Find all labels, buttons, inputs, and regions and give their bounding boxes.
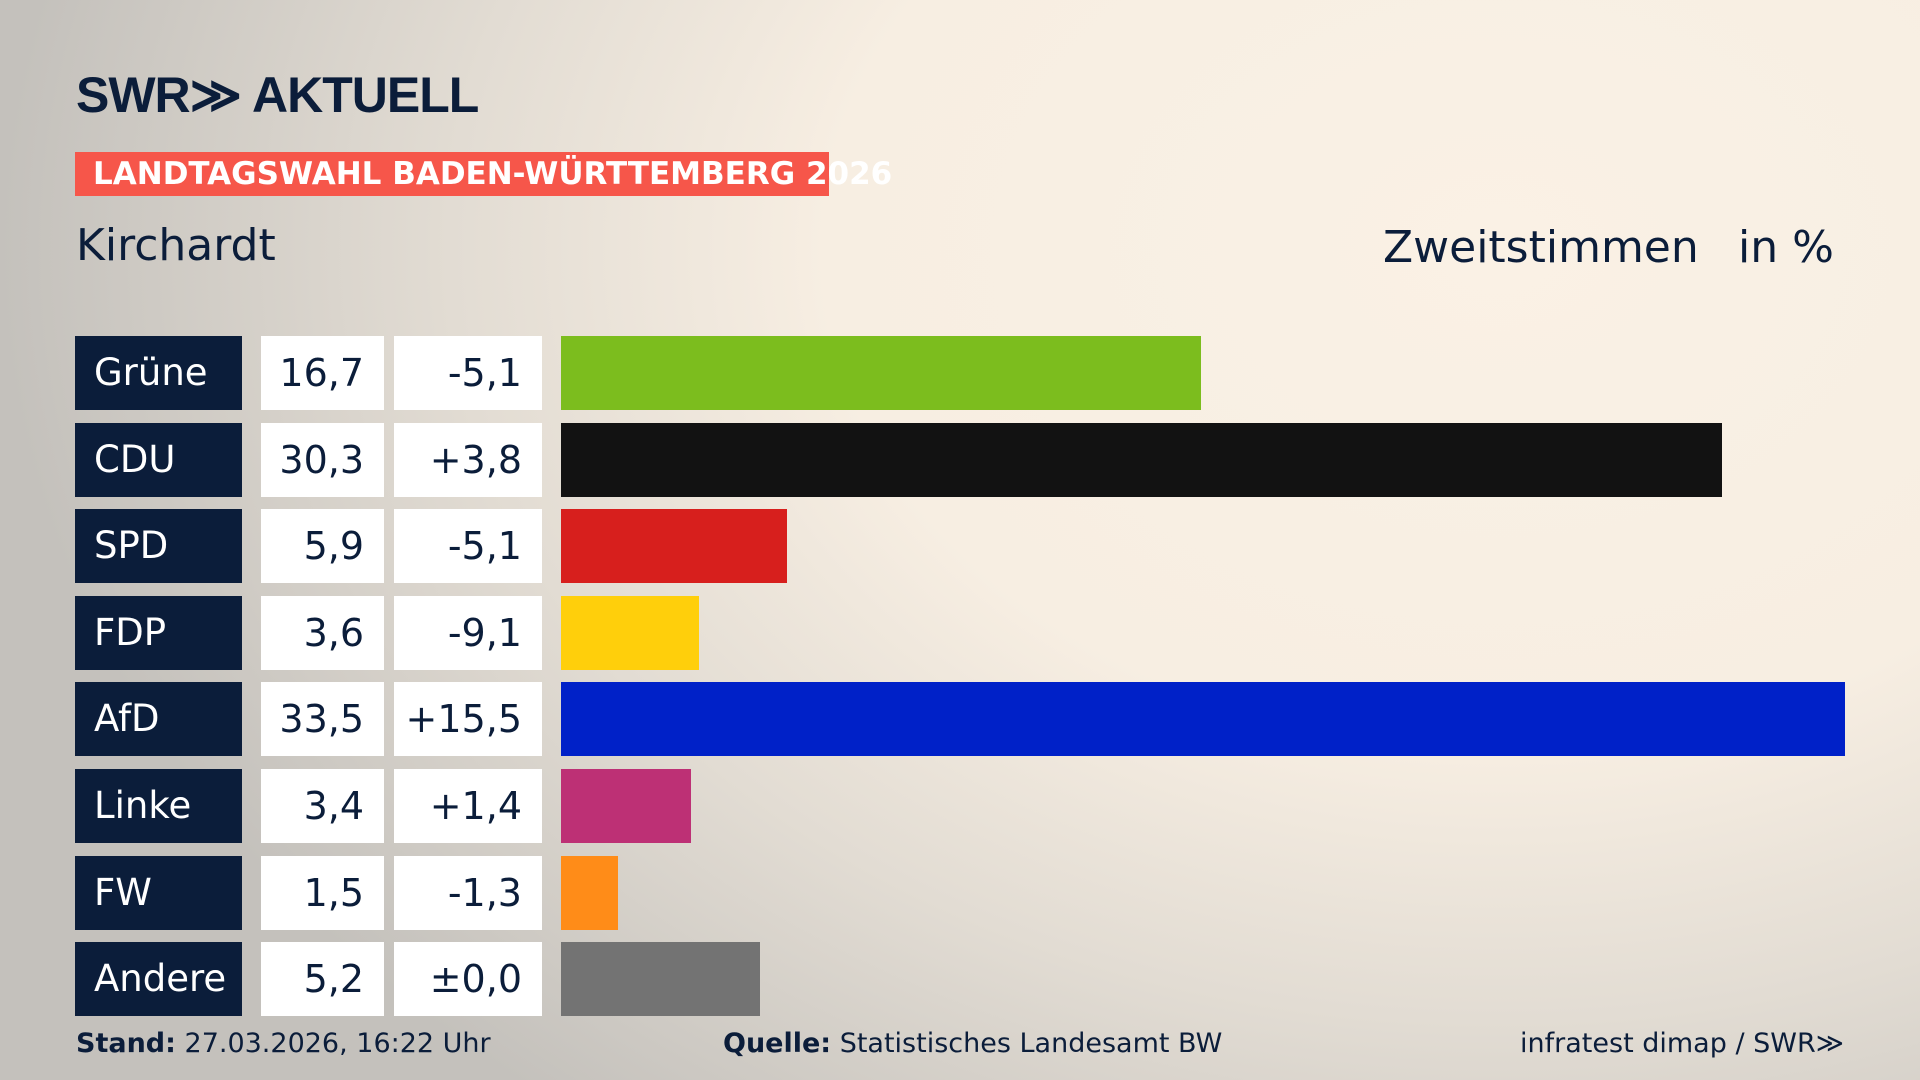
chart-row: FDP 3,6 -9,1	[0, 595, 1920, 670]
diff-label: -5,1	[394, 509, 542, 584]
chart-row: Grüne 16,7 -5,1	[0, 336, 1920, 410]
bar	[561, 509, 788, 584]
bar	[561, 336, 1202, 410]
value-label: 30,3	[261, 422, 384, 497]
value-label: 5,9	[261, 509, 384, 584]
value-label: 3,6	[261, 595, 384, 670]
bar	[561, 422, 1723, 497]
chart-row: CDU 30,3 +3,8	[0, 422, 1920, 497]
value-label: 16,7	[261, 336, 384, 410]
diff-label: -5,1	[394, 336, 542, 410]
chart-row: SPD 5,9 -5,1	[0, 509, 1920, 584]
diff-label: +3,8	[394, 422, 542, 497]
diff-label: -1,3	[394, 855, 542, 930]
value-label: 3,4	[261, 769, 384, 843]
party-label: Linke	[75, 769, 242, 843]
source-value: Statistisches Landesamt BW	[839, 1028, 1223, 1059]
bar	[561, 595, 699, 670]
chart-row: Linke 3,4 +1,4	[0, 769, 1920, 843]
value-label: 5,2	[261, 942, 384, 1017]
source: Quelle: Statistisches Landesamt BW	[723, 1028, 1222, 1059]
chart-row: Andere 5,2 ±0,0	[0, 942, 1920, 1017]
measure-label: Zweitstimmen	[1383, 222, 1699, 273]
party-label: FW	[75, 855, 242, 930]
election-banner: LANDTAGSWAHL BADEN-WÜRTTEMBERG 2026	[75, 152, 892, 196]
party-label: Grüne	[75, 336, 242, 410]
source-label: Quelle:	[723, 1028, 832, 1059]
party-label: FDP	[75, 595, 242, 670]
chart-row: FW 1,5 -1,3	[0, 855, 1920, 930]
diff-label: -9,1	[394, 595, 542, 670]
stand: Stand: 27.03.2026, 16:22 Uhr	[76, 1028, 491, 1059]
value-label: 1,5	[261, 855, 384, 930]
swr-aktuell-logo: SWR≫ AKTUELL	[76, 67, 479, 123]
bar	[561, 769, 692, 843]
party-label: Andere	[75, 942, 242, 1017]
place-title: Kirchardt	[76, 220, 276, 271]
diff-label: +1,4	[394, 769, 542, 843]
party-label: AfD	[75, 682, 242, 757]
value-label: 33,5	[261, 682, 384, 757]
chart-row: AfD 33,5 +15,5	[0, 682, 1920, 757]
unit-label: in %	[1738, 222, 1834, 273]
bar	[561, 682, 1845, 757]
diff-label: +15,5	[394, 682, 542, 757]
bar	[561, 942, 761, 1017]
bar	[561, 855, 619, 930]
party-label: SPD	[75, 509, 242, 584]
credit: infratest dimap / SWR≫	[1520, 1028, 1844, 1059]
stand-value: 27.03.2026, 16:22 Uhr	[184, 1028, 491, 1059]
diff-label: ±0,0	[394, 942, 542, 1017]
stand-label: Stand:	[76, 1028, 176, 1059]
party-label: CDU	[75, 422, 242, 497]
